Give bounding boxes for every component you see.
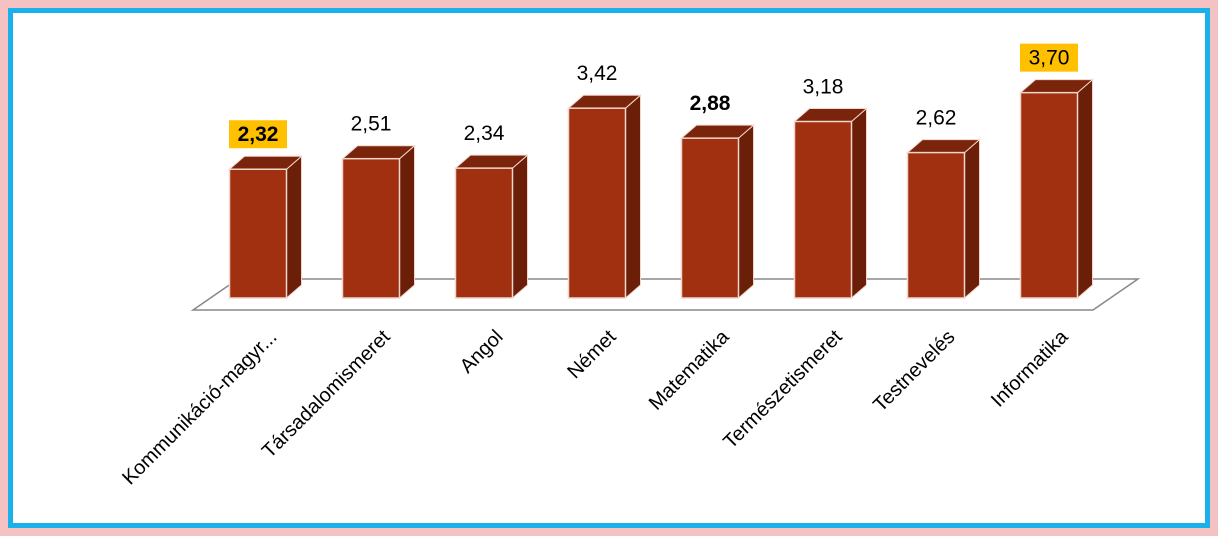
bar-4 [567,94,642,300]
data-label-text: 2,34 [464,122,505,145]
bar-side-face [625,94,641,300]
bar-6 [793,107,868,300]
bar-3 [454,154,529,300]
bar-side-face [738,124,754,300]
chart-bars-layer [228,78,1094,300]
data-label-text: 2,88 [690,92,731,115]
chart-floor [190,278,1141,311]
bar-side-face [286,155,302,300]
category-label-6: Természetismeret [719,326,846,453]
category-label-4: Német [563,326,621,384]
bar-front-face [793,120,853,299]
data-label-6: 3,18 [803,76,844,99]
bar-front-face [228,168,288,299]
data-label-background [681,89,739,118]
bar-side-face [1077,78,1093,300]
bar-front-face [567,107,627,299]
data-label-background [1020,43,1078,72]
data-label-3: 2,34 [464,122,505,145]
bar-front-face [454,167,514,299]
data-label-4: 3,42 [577,62,618,85]
category-label-3: Angol [456,326,508,378]
data-label-7: 2,62 [916,107,957,130]
data-label-8: 3,70 [1020,43,1078,72]
bar-8 [1019,78,1094,300]
bar-1 [228,155,303,300]
data-label-text: 3,70 [1029,47,1070,70]
category-label-2: Társadalomismeret [258,326,395,463]
bar-front-face [1019,91,1079,299]
bar-side-face [964,138,980,300]
data-label-background [229,120,287,149]
chart-tick-labels-layer: Kommunikáció-magyr...Társadalomismeret An… [118,325,1073,489]
bar-front-face [680,137,740,299]
bar-side-face [512,154,528,300]
data-label-text: 2,62 [916,107,957,130]
data-label-text: 3,42 [577,62,618,85]
bar-front-face [341,157,401,299]
bar-side-face [851,107,867,300]
bar-5 [680,124,755,300]
data-label-2: 2,51 [351,113,392,136]
bar-7 [906,138,981,300]
data-label-text: 3,18 [803,76,844,99]
category-label-1: Kommunikáció-magyr... [118,326,281,489]
bar-front-face [906,151,966,299]
bar-side-face [399,144,415,300]
data-label-text: 2,51 [351,113,392,136]
chart-labels-layer: 2,32 2,51 2,34 3,42 2,88 3,18 2,62 3,70 [229,43,1078,149]
data-label-5: 2,88 [681,89,739,118]
data-label-1: 2,32 [229,120,287,149]
chart-panel: 2,32 2,51 2,34 3,42 2,88 3,18 2,62 3,70 Kommuni… [8,8,1210,528]
category-label-8: Informatika [987,325,1073,411]
category-label-7: Testnevelés [869,326,959,416]
category-label-5: Matematika [645,325,734,414]
chart-floor-layer [190,278,1141,311]
bar-2 [341,144,416,300]
data-label-text: 2,32 [238,123,279,146]
bar-chart: 2,32 2,51 2,34 3,42 2,88 3,18 2,62 3,70 Kommuni… [118,43,1141,489]
